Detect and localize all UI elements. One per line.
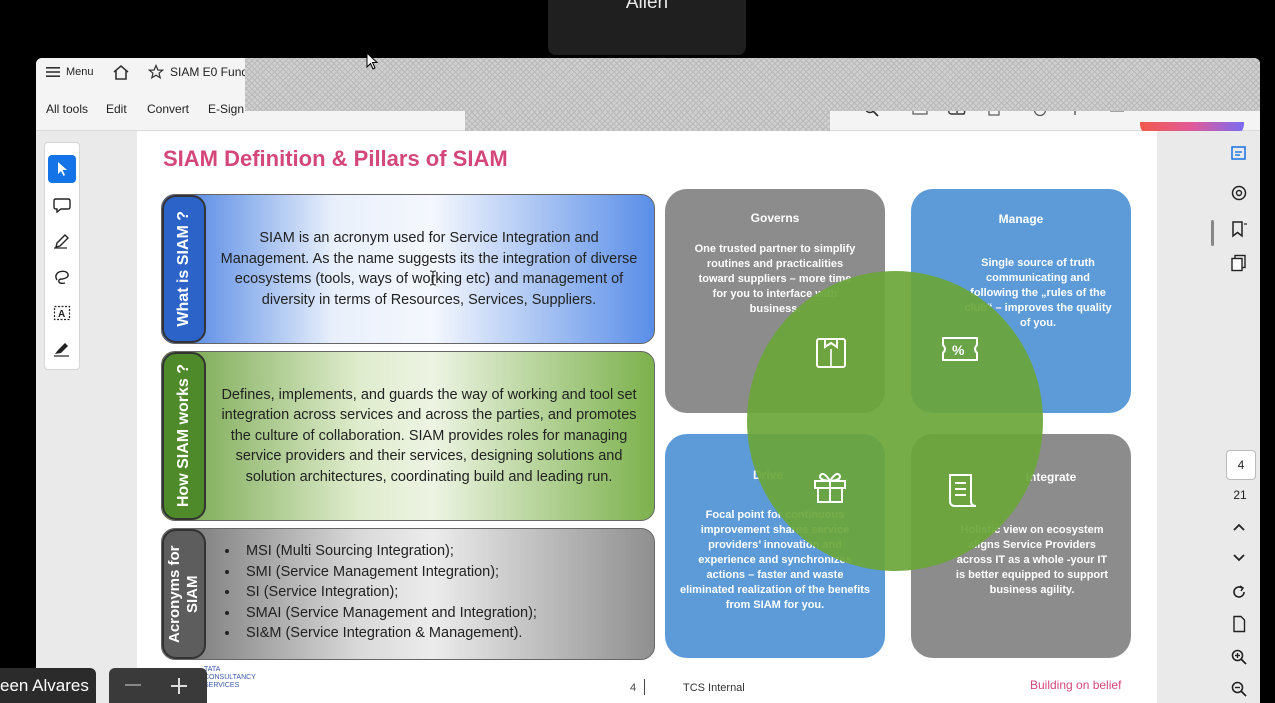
scroll-thumb[interactable] [1211,220,1214,246]
document-tab-title: SIAM E0 Funda [170,65,255,79]
all-tools-button[interactable]: All tools [46,102,89,116]
page-total: 21 [1233,488,1247,502]
manage-text: Single source of truth communicating and… [964,257,1112,329]
comment-tool-button[interactable] [48,191,76,219]
footer-classification: TCS Internal [683,682,745,694]
how-siam-works-box: How SIAM works ? Defines, implements, an… [161,351,655,521]
minus-icon[interactable] [125,684,141,687]
tcs-logo-subtext: TATA CONSULTANCY SERVICES [203,666,256,689]
star-icon [148,64,164,80]
footer-page-number: 4 [630,682,637,694]
signature-icon [54,343,69,357]
document-tab[interactable]: SIAM E0 Funda [148,64,255,80]
page-number-input[interactable]: 4 [1226,450,1256,480]
zoom-out-button[interactable] [1228,678,1250,700]
menu-button[interactable]: Menu [46,66,94,78]
pdf-viewer-window: Menu SIAM E0 Funda SI All tools Edit Con… [36,58,1260,703]
mouse-cursor-icon [366,52,379,70]
document-scroll-icon [949,474,977,507]
zoom-in-icon [1231,649,1247,665]
chevron-up-icon [1233,523,1245,531]
pages-icon [1231,254,1246,272]
pen-icon [54,234,69,249]
thumbnails-button[interactable] [1228,252,1250,274]
export-icon [1231,146,1246,160]
page-display-button[interactable] [1228,613,1250,635]
bookmark-icon [1232,221,1247,238]
list-item: SMI (Service Management Integration); [240,562,537,583]
zoom-control [109,668,207,703]
acronyms-tab-label: Acronyms for SIAM [166,545,201,643]
previous-page-button[interactable] [1228,516,1250,538]
edit-button[interactable]: Edit [106,102,127,116]
slide-title: SIAM Definition & Pillars of SIAM [163,146,508,171]
export-pdf-button[interactable] [1228,142,1250,164]
comments-panel-button[interactable] [1228,182,1250,204]
esign-button[interactable]: E-Sign [208,102,245,116]
acronyms-tab: Acronyms for SIAM [162,529,206,659]
convert-button[interactable]: Convert [147,102,190,116]
zoom-out-icon [1231,681,1247,697]
lasso-icon [55,270,69,285]
what-is-siam-tab: What is SIAM ? [162,195,206,343]
zoom-in-button[interactable] [1228,646,1250,668]
governs-text: One trusted partner to simplify routines… [694,243,856,315]
integrate-text: Holistic view on ecosystem aligns Servic… [955,524,1109,596]
menu-label: Menu [66,66,94,78]
footer-divider [644,679,645,695]
text-recognition-button[interactable]: A [48,299,76,327]
manage-title: Manage [998,212,1044,226]
draw-tool-button[interactable] [48,263,76,291]
what-is-siam-text: SIAM is an acronym used for Service Inte… [220,230,638,308]
caller-name: Allen [625,0,669,13]
list-item: MSI (Multi Sourcing Integration); [240,541,537,562]
integrate-title: Integrate [1025,470,1077,484]
acronym-list: MSI (Multi Sourcing Integration); SMI (S… [210,541,537,644]
redaction-overlay-top [245,58,1260,111]
home-icon [113,64,129,80]
gift-box-icon [816,338,846,368]
how-siam-works-tab-label: How SIAM works ? [175,364,192,508]
text-select-icon: A [53,305,71,321]
participant-name: een Alvares [0,676,89,695]
center-circle [747,271,1043,571]
bookmarks-button[interactable] [1228,218,1250,240]
document-icon [1233,615,1246,633]
governs-title: Governs [750,211,800,225]
svg-text:A: A [58,309,65,320]
rotate-button[interactable] [1228,581,1250,603]
list-item: SI&M (Service Integration & Management). [240,623,537,644]
highlight-tool-button[interactable] [48,227,76,255]
cursor-icon [58,162,67,176]
text-cursor-icon [429,270,437,286]
participant-tile[interactable]: een Alvares [0,668,96,703]
comment-icon [53,198,71,213]
home-button[interactable] [112,64,130,86]
refresh-icon [1233,585,1245,598]
hamburger-icon [46,67,60,77]
plus-icon[interactable] [171,678,187,694]
list-item: SI (Service Integration); [240,582,537,603]
quick-tools-panel: A [44,142,80,370]
chevron-down-icon [1233,554,1245,562]
what-is-siam-tab-label: What is SIAM ? [175,211,192,327]
list-item: SMAI (Service Management and Integration… [240,603,537,624]
acronyms-box: Acronyms for SIAM MSI (Multi Sourcing In… [161,528,655,660]
gift-icon [814,472,846,503]
what-is-siam-box: What is SIAM ? SIAM is an acronym used f… [161,194,655,344]
at-comment-icon [1231,185,1247,201]
sign-tool-button[interactable] [48,335,76,363]
svg-text:%: % [952,342,965,358]
how-siam-works-text: Defines, implements, and guards the way … [221,386,637,485]
percent-ticket-icon: % [942,337,978,361]
how-siam-works-tab: How SIAM works ? [162,352,206,520]
next-page-button[interactable] [1228,547,1250,569]
footer-tagline: Building on belief [1030,678,1122,692]
caller-name-label: Allen [548,0,746,55]
select-tool-button[interactable] [48,155,76,183]
